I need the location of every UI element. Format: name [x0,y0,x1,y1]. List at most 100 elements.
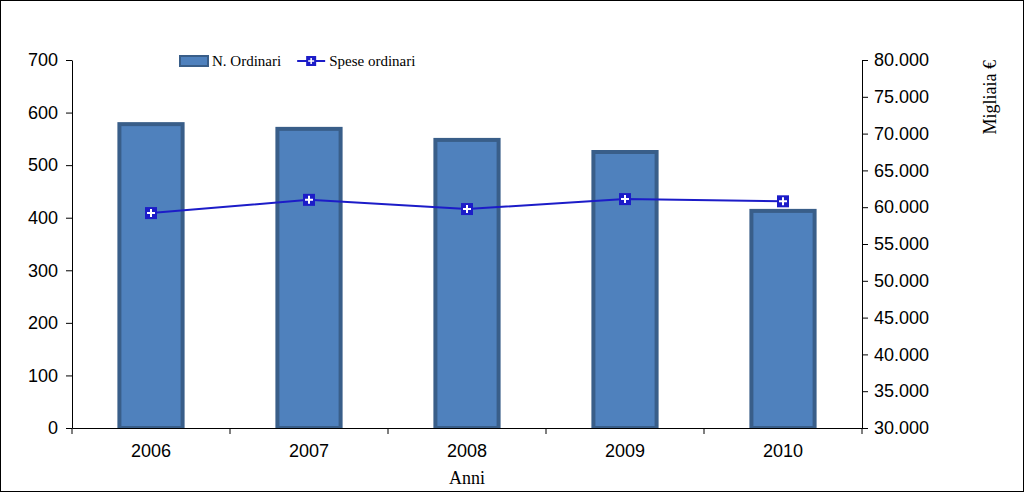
tick-label: 35.000 [874,381,929,401]
bar [593,152,656,428]
tick: 2009 [605,428,645,461]
marker [145,207,157,219]
marker-box [777,195,789,207]
tick-mark [862,318,868,319]
tick: 45.000 [862,308,929,328]
marker-cross [147,209,155,217]
marker-cross [305,196,313,204]
tick: 35.000 [862,381,929,401]
tick-label: 60.000 [874,197,929,217]
marker [303,194,315,206]
legend-label: Spese ordinari [329,53,415,69]
y2-axis: 30.000 35.000 40.000 45.000 50.000 55.000 60.0… [862,50,929,438]
tick-label: 200 [28,313,58,333]
category-separator [230,428,231,434]
tick-label: 700 [28,50,58,70]
marker-cross [463,205,471,213]
tick: 700 [28,50,72,70]
tick-label: 2010 [763,441,803,461]
tick: 2007 [289,428,329,461]
tick-label: 600 [28,103,58,123]
tick-label: 500 [28,155,58,175]
tick-mark [862,134,868,135]
tick-mark [66,375,72,376]
tick: 40.000 [862,345,929,365]
y2-axis-title: Migliaia € [980,60,1000,135]
tick-label: 2009 [605,441,645,461]
legend-marker-cross [308,58,314,64]
tick: 80.000 [862,50,929,70]
tick-mark [862,170,868,171]
tick: 50.000 [862,271,929,291]
bar [751,211,814,428]
legend-item: Spese ordinari [297,53,415,69]
tick: 30.000 [862,418,929,438]
tick: 400 [28,208,72,228]
tick: 2006 [131,428,171,461]
marker [619,193,631,205]
marker-box [619,193,631,205]
tick-label: 55.000 [874,234,929,254]
tick: 55.000 [862,234,929,254]
tick-label: 30.000 [874,418,929,438]
category-separator [862,428,863,434]
bar [435,140,498,428]
tick-mark [66,323,72,324]
tick: 2010 [763,428,803,461]
tick-mark [862,244,868,245]
legend: N. Ordinari Spese ordinari [180,53,415,69]
tick: 2008 [447,428,487,461]
y-axis-line [72,61,73,429]
data-area [119,124,814,428]
tick: 60.000 [862,197,929,217]
marker [461,203,473,215]
line [151,199,783,213]
x-axis-line [73,428,863,429]
tick-label: 40.000 [874,345,929,365]
tick-mark [66,218,72,219]
tick-label: 2006 [131,441,171,461]
tick-mark [862,97,868,98]
tick-label: 2008 [447,441,487,461]
marker [777,195,789,207]
tick-mark [862,354,868,355]
category-separator [72,428,73,434]
legend-item: N. Ordinari [180,53,281,69]
x-axis-title: Anni [449,468,485,488]
tick-label: 0 [48,418,58,438]
tick-label: 75.000 [874,87,929,107]
tick: 100 [28,366,72,386]
tick: 300 [28,261,72,281]
tick-mark [66,270,72,271]
category-separator [388,428,389,434]
tick-mark [862,391,868,392]
tick-label: 100 [28,366,58,386]
tick: 65.000 [862,161,929,181]
marker-cross [621,195,629,203]
category-separator [546,428,547,434]
chart: 0 100 200 300 400 500 600 700 30.000 35.000 40.000… [0,0,1024,492]
marker-box [461,203,473,215]
tick-label: 2007 [289,441,329,461]
tick: 200 [28,313,72,333]
tick-mark [66,165,72,166]
tick-mark [862,281,868,282]
tick: 500 [28,155,72,175]
y-axis: 0 100 200 300 400 500 600 700 [28,50,73,438]
legend-label: N. Ordinari [212,53,281,69]
legend-marker [306,56,316,66]
marker-box [145,207,157,219]
bar [277,129,340,428]
frame [1,1,1024,492]
tick-mark [862,60,868,61]
tick: 600 [28,103,72,123]
tick-label: 300 [28,261,58,281]
x-axis: 2006 2007 2008 2009 2010 [72,428,863,461]
tick: 75.000 [862,87,929,107]
tick: 70.000 [862,124,929,144]
legend-swatch [180,56,208,66]
tick-mark [862,428,868,429]
tick-label: 45.000 [874,308,929,328]
bar [119,124,182,428]
tick-label: 80.000 [874,50,929,70]
